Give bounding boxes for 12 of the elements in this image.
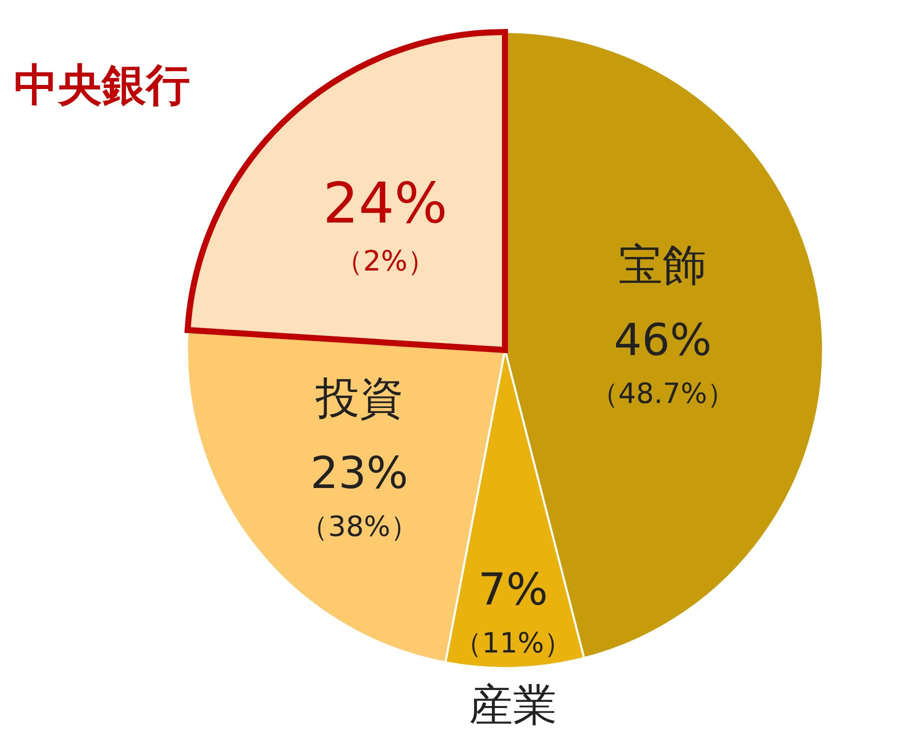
text: （11%） [454, 626, 572, 660]
text: （38%） [300, 510, 418, 544]
data-label: 46% [614, 315, 712, 366]
data-label: 23% [310, 448, 408, 500]
slice-label: 中央銀行 [14, 60, 190, 111]
slice-label: 産業 [468, 680, 557, 731]
text: （2%） [335, 244, 436, 278]
data-label: 7% [478, 564, 548, 616]
text: （48.7%） [590, 377, 736, 410]
slice-label: 宝飾 [618, 240, 707, 292]
slice-label: 投資 [314, 373, 404, 424]
data-label: 24% [323, 172, 448, 237]
